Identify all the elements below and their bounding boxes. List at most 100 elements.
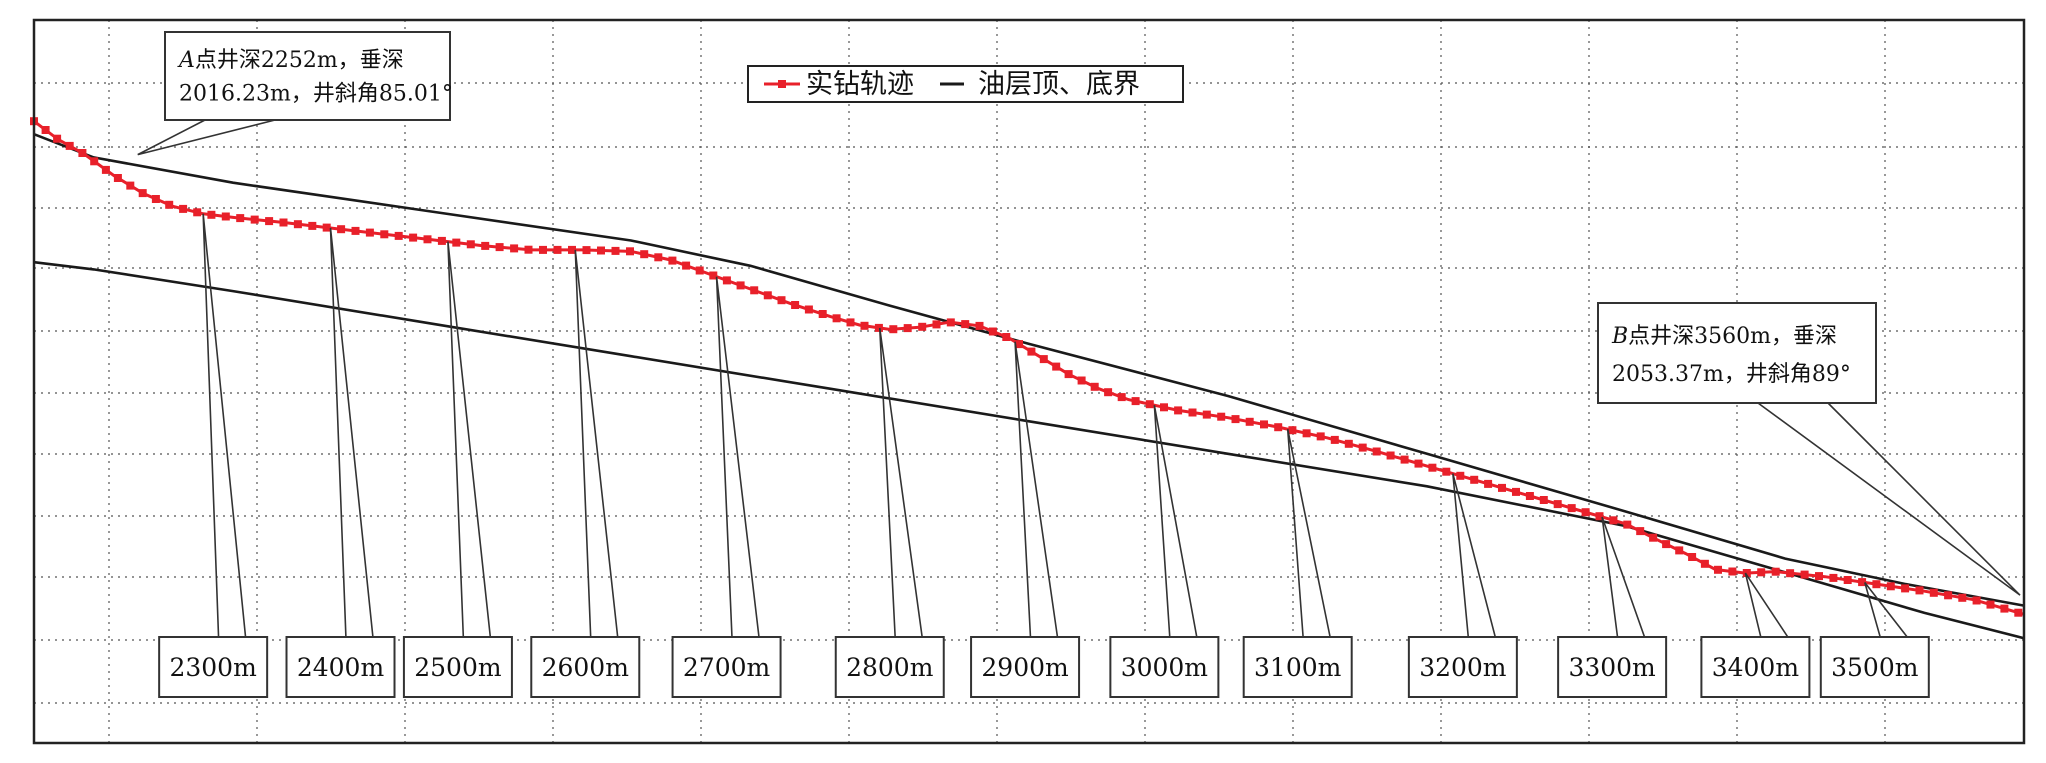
- trajectory-point: [1901, 584, 1910, 593]
- depth-callout-pointer: [447, 241, 492, 638]
- annotation-pointer: [1757, 402, 2021, 596]
- trajectory-point: [1117, 393, 1126, 402]
- trajectory-point: [53, 134, 62, 143]
- trajectory-point: [736, 281, 745, 290]
- trajectory-point: [2000, 604, 2009, 613]
- trajectory-point: [351, 226, 360, 235]
- trajectory-point: [1104, 388, 1113, 397]
- trajectory-point: [1400, 455, 1409, 464]
- point-annotations: A点井深2252m，垂深 2016.23m，井斜角85.01° B点井深3560m，…: [137, 31, 2021, 596]
- trajectory-point: [611, 246, 620, 255]
- depth-callout-box: [1242, 636, 1353, 698]
- depth-callout-box: [285, 636, 396, 698]
- trajectory-point: [1757, 568, 1766, 577]
- depth-callout-box: [530, 636, 641, 698]
- trajectory-point: [1858, 578, 1867, 587]
- depth-label: 2300m: [169, 653, 257, 682]
- trajectory-point: [1786, 569, 1795, 578]
- trajectory-point: [1623, 520, 1632, 529]
- trajectory-point: [1386, 451, 1395, 460]
- trajectory-point: [524, 245, 533, 254]
- depth-callout-pointer: [1601, 516, 1646, 638]
- annotation-box: [1597, 302, 1877, 404]
- trajectory-point: [1316, 432, 1325, 441]
- trajectory-point: [1553, 500, 1562, 509]
- depth-callout-pointer: [715, 276, 760, 638]
- depth-callout-pointer: [1744, 572, 1789, 638]
- annotation-box: [164, 31, 451, 121]
- trajectory-point: [495, 243, 504, 252]
- trajectory-point: [1728, 567, 1737, 576]
- plot-frame: [32, 18, 2026, 745]
- depth-callout-box: [402, 636, 513, 698]
- trajectory-point: [1052, 362, 1061, 371]
- depth-label: 2700m: [683, 653, 771, 682]
- trajectory-point: [510, 244, 519, 253]
- trajectory-point: [1742, 569, 1751, 577]
- trajectory-point: [1815, 572, 1823, 581]
- depth-callout-pointer: [574, 249, 619, 638]
- trajectory-point: [1944, 591, 1953, 600]
- depth-callout-box: [1819, 636, 1930, 698]
- depth-callout-box: [1109, 636, 1220, 698]
- trajectory-point: [1145, 400, 1154, 409]
- trajectory-point: [1302, 429, 1311, 438]
- trajectory-point: [1886, 582, 1895, 591]
- trajectory-point: [221, 212, 230, 221]
- trajectory-point: [337, 225, 346, 234]
- trajectory-point: [1288, 426, 1297, 435]
- depth-callout-pointer: [1864, 582, 1908, 638]
- legend-trajectory-marker: [778, 80, 786, 88]
- trajectory-point: [265, 217, 274, 226]
- trajectory-point: [1972, 596, 1981, 605]
- trajectory-point: [804, 305, 813, 314]
- trajectory-point: [179, 204, 188, 213]
- trajectory-point: [1609, 516, 1618, 525]
- trajectory-point: [1872, 580, 1881, 589]
- legend-trajectory-label: 实钻轨迹: [806, 69, 914, 100]
- trajectory-point: [846, 318, 855, 327]
- trajectory-point: [1512, 487, 1520, 496]
- trajectory-point: [1260, 420, 1268, 429]
- trajectory-point: [165, 200, 174, 209]
- trajectory-point: [101, 165, 110, 174]
- trajectory-point: [2014, 608, 2023, 617]
- trajectory-point: [90, 157, 99, 166]
- trajectory-point: [961, 320, 970, 329]
- legend-boundary-label: 油层顶、底界: [978, 69, 1140, 100]
- trajectory-point: [654, 253, 663, 262]
- trajectory-point: [78, 149, 87, 157]
- trajectory-point: [1800, 570, 1809, 579]
- trajectory-point: [1077, 376, 1086, 385]
- depth-callout-box: [1407, 636, 1518, 698]
- trajectory-point: [1442, 467, 1451, 476]
- trajectory-point: [874, 323, 883, 332]
- depth-label: 3500m: [1831, 653, 1919, 682]
- depth-callout-box: [970, 636, 1081, 698]
- depth-callout-pointer: [329, 227, 374, 638]
- trajectory-series: [30, 117, 2025, 617]
- trajectory-point: [193, 208, 202, 217]
- legend-box: [747, 65, 1184, 103]
- trajectory-point: [946, 318, 955, 327]
- trajectory-point: [553, 245, 562, 254]
- legend: 实钻轨迹 油层顶、底界: [747, 65, 1184, 103]
- trajectory-point: [1245, 417, 1254, 426]
- trajectory-point: [466, 240, 475, 249]
- trajectory-point: [1525, 492, 1534, 500]
- trajectory-point: [791, 301, 800, 309]
- trajectory-point: [293, 220, 302, 229]
- trajectory-point: [626, 247, 634, 256]
- trajectory-point: [1636, 527, 1645, 536]
- trajectory-point: [1217, 412, 1226, 421]
- depth-callout-pointer: [1153, 405, 1198, 638]
- trajectory-point: [1649, 533, 1658, 542]
- trajectory-point: [539, 245, 547, 254]
- trajectory-point: [1986, 600, 1995, 609]
- trajectory-point: [1829, 573, 1838, 582]
- depth-label: 3200m: [1419, 653, 1507, 682]
- depth-callout-pointer: [1452, 473, 1497, 638]
- trajectory-point: [236, 214, 245, 223]
- trajectory-point: [1484, 479, 1493, 488]
- trajectory-point: [1015, 340, 1023, 349]
